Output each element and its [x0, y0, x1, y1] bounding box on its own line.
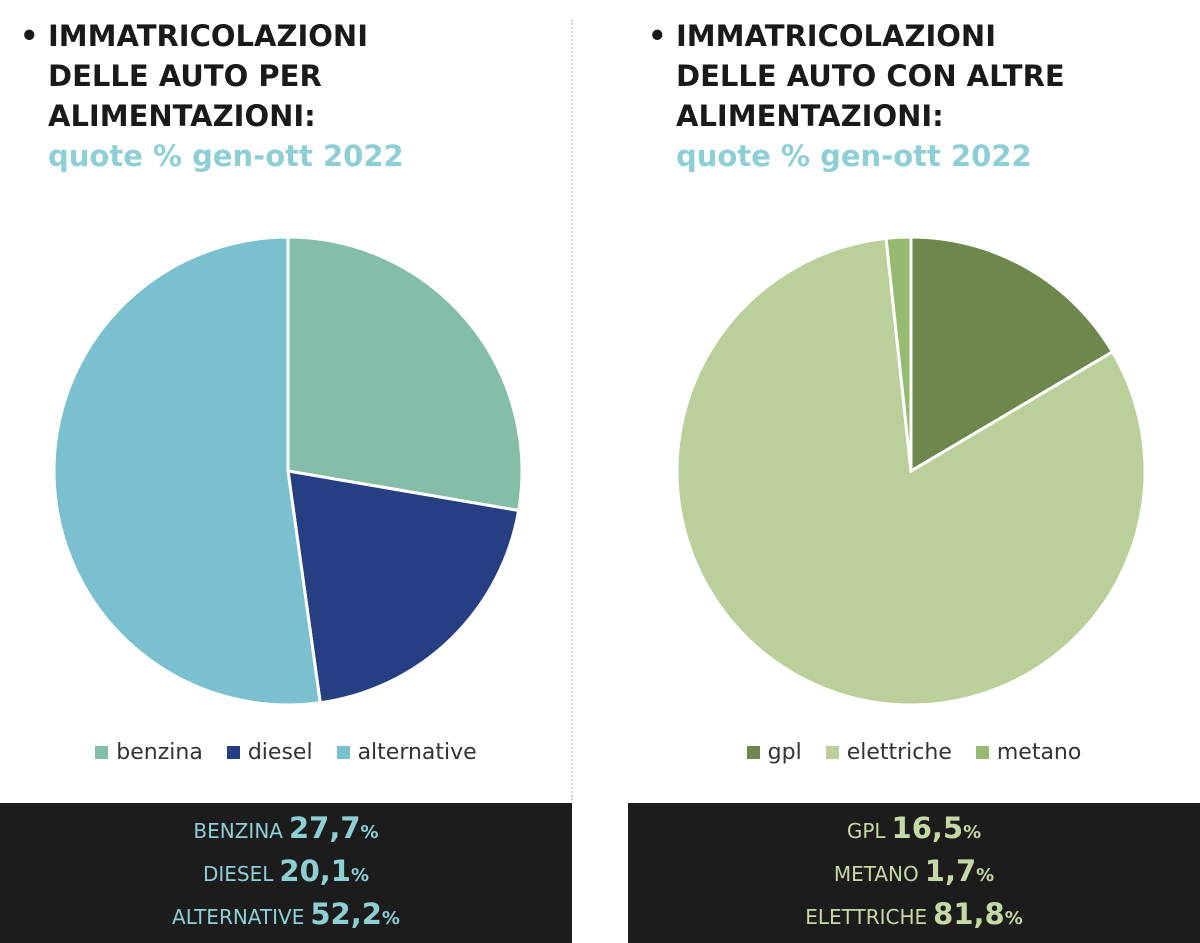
left-pie-chart — [52, 235, 524, 707]
footer-row-elettriche: ELETTRICHE 81,8% — [805, 896, 1023, 931]
left-title-line-3: ALIMENTAZIONI: — [48, 99, 316, 133]
legend-swatch-metano — [975, 746, 989, 759]
legend-label-benzina: benzina — [116, 740, 203, 765]
legend-label-gpl: gpl — [767, 740, 802, 765]
pie-slice-benzina — [286, 235, 524, 513]
bullet-icon: • — [20, 19, 39, 53]
pie-slice-diesel — [286, 469, 521, 705]
left-legend: benzina diesel alternative — [0, 740, 572, 765]
left-footer: BENZINA 27,7% DIESEL 20,1% ALTERNATIVE 52,2… — [0, 803, 572, 943]
footer-row-benzina: BENZINA 27,7% — [193, 810, 379, 845]
panel-divider — [571, 20, 573, 800]
footer-row-metano: METANO 1,7% — [833, 853, 995, 888]
legend-label-diesel: diesel — [247, 740, 313, 765]
legend-swatch-diesel — [226, 746, 240, 759]
legend-item-elettriche: elettriche — [825, 740, 952, 765]
pie-slice-metano — [884, 235, 913, 472]
legend-label-elettriche: elettriche — [846, 740, 952, 765]
legend-item-metano: metano — [975, 740, 1082, 765]
legend-swatch-elettriche — [825, 746, 839, 759]
legend-item-gpl: gpl — [746, 740, 802, 765]
right-title-line-2: DELLE AUTO CON ALTRE — [676, 59, 1065, 93]
bullet-icon: • — [648, 19, 667, 53]
pie-slice-alternative — [52, 235, 322, 707]
left-subtitle: quote % gen-ott 2022 — [48, 139, 404, 173]
left-chart-panel: • IMMATRICOLAZIONI DELLE AUTO PER ALIMENT… — [0, 0, 572, 943]
left-title-line-2: DELLE AUTO PER — [48, 59, 322, 93]
right-chart-panel: • IMMATRICOLAZIONI DELLE AUTO CON ALTRE A… — [628, 0, 1200, 943]
right-title-line-1: • IMMATRICOLAZIONI — [648, 16, 1188, 56]
right-title-block: • IMMATRICOLAZIONI DELLE AUTO CON ALTRE A… — [648, 16, 1188, 176]
pie-slice-gpl — [909, 235, 1115, 474]
right-pie-chart — [675, 235, 1147, 707]
right-title-line-3: ALIMENTAZIONI: — [676, 99, 944, 133]
pie-slice-elettriche — [675, 236, 1147, 707]
legend-swatch-gpl — [746, 746, 760, 759]
left-title-block: • IMMATRICOLAZIONI DELLE AUTO PER ALIMENT… — [20, 16, 560, 176]
footer-row-diesel: DIESEL 20,1% — [202, 853, 370, 888]
legend-swatch-alternative — [336, 746, 350, 759]
legend-item-alternative: alternative — [336, 740, 477, 765]
legend-item-diesel: diesel — [226, 740, 313, 765]
legend-swatch-benzina — [95, 746, 109, 759]
legend-item-benzina: benzina — [95, 740, 203, 765]
footer-row-alternative: ALTERNATIVE 52,2% — [172, 896, 400, 931]
footer-row-gpl: GPL 16,5% — [846, 810, 982, 845]
right-subtitle: quote % gen-ott 2022 — [676, 139, 1032, 173]
legend-label-alternative: alternative — [357, 740, 477, 765]
right-footer: GPL 16,5% METANO 1,7% ELETTRICHE 81,8% — [628, 803, 1200, 943]
left-title-line-1: • IMMATRICOLAZIONI — [20, 16, 560, 56]
legend-label-metano: metano — [996, 740, 1082, 765]
right-legend: gpl elettriche metano — [628, 740, 1200, 765]
